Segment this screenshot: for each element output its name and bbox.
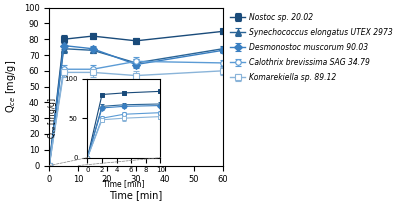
Y-axis label: Q$_{ce}$ [mg/g]: Q$_{ce}$ [mg/g]	[4, 60, 18, 113]
Legend: Nostoc sp. 20.02, Synechococcus elongatus UTEX 2973, Desmonostoc muscorum 90.03,: Nostoc sp. 20.02, Synechococcus elongatu…	[228, 11, 394, 84]
X-axis label: Time [min]: Time [min]	[110, 190, 163, 200]
